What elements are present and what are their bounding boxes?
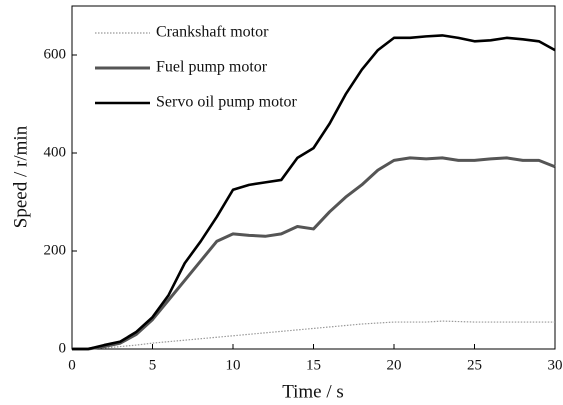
y-tick-label: 0 — [59, 340, 67, 356]
legend-label: Crankshaft motor — [156, 24, 269, 41]
x-tick-label: 25 — [467, 357, 482, 373]
y-axis-label: Speed / r/min — [10, 125, 31, 228]
plot-frame — [71, 5, 556, 350]
x-tick-label: 20 — [387, 357, 402, 373]
x-tick-label: 10 — [226, 357, 241, 373]
legend-label: Servo oil pump motor — [156, 94, 298, 111]
x-tick-label: 5 — [149, 357, 157, 373]
y-tick-label: 600 — [44, 46, 67, 62]
x-axis-label: Time / s — [282, 381, 344, 402]
legend-label: Fuel pump motor — [156, 59, 268, 76]
y-tick-label: 400 — [44, 144, 67, 160]
series-line — [72, 156, 556, 351]
y-tick-label: 200 — [44, 242, 67, 258]
x-tick-label: 15 — [306, 357, 321, 373]
x-tick-label: 0 — [68, 357, 76, 373]
x-tick-label: 30 — [548, 357, 563, 373]
series-line — [72, 34, 556, 351]
